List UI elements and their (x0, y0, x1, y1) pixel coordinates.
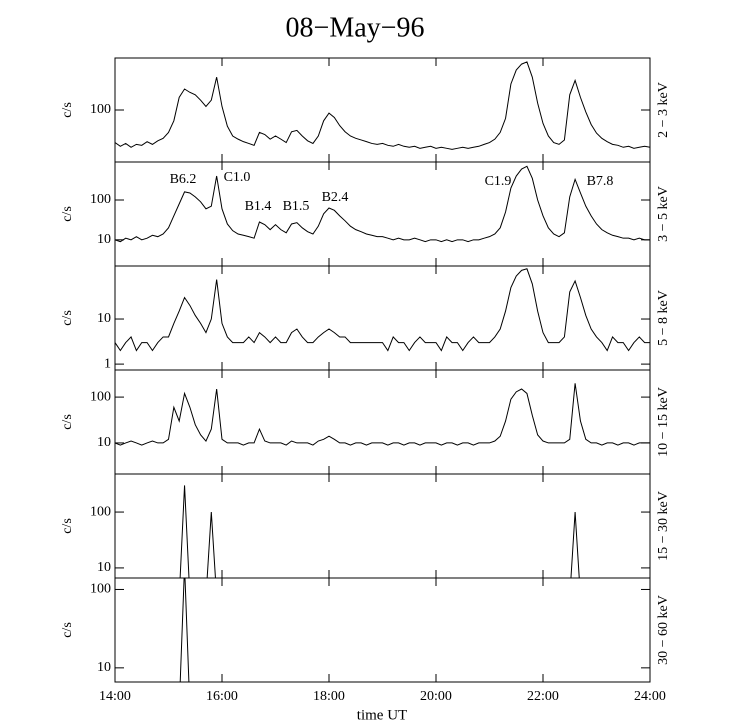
light-curve (179, 485, 580, 578)
y-axis-label: c/s (60, 518, 75, 534)
x-tick-label: 18:00 (313, 689, 345, 704)
y-tick-label: 10 (97, 311, 111, 326)
y-tick-label: 1 (104, 356, 111, 371)
channel-label: 5 − 8 keV (656, 290, 671, 346)
light-curve (179, 578, 190, 682)
y-axis-label: c/s (60, 310, 75, 326)
channel-label: 15 − 30 keV (656, 491, 671, 561)
channel-label: 2 − 3 keV (656, 82, 671, 138)
channel-label: 10 − 15 keV (656, 387, 671, 457)
flare-annotation: C1.9 (485, 174, 512, 189)
channel-label: 3 − 5 keV (656, 186, 671, 242)
y-axis-label: c/s (60, 622, 75, 638)
flare-annotation: C1.0 (224, 170, 251, 185)
panel-frame (114, 577, 651, 683)
y-tick-label: 100 (90, 192, 111, 207)
light-curve (115, 383, 650, 446)
y-axis-label: c/s (60, 102, 75, 118)
y-axis-label: c/s (60, 206, 75, 222)
panel-frame (114, 265, 651, 371)
x-tick-label: 24:00 (634, 689, 666, 704)
flare-annotation: B2.4 (322, 190, 349, 205)
y-tick-label: 10 (97, 232, 111, 247)
x-axis-label: time UT (357, 707, 407, 723)
y-tick-label: 10 (97, 560, 111, 575)
light-curve (115, 61, 650, 150)
flare-annotation: B7.8 (587, 174, 614, 189)
x-tick-label: 20:00 (420, 689, 452, 704)
y-tick-label: 10 (97, 660, 111, 675)
x-tick-label: 22:00 (527, 689, 559, 704)
y-axis-label: c/s (60, 414, 75, 430)
panel-frame (114, 369, 651, 475)
flare-annotation: B1.5 (283, 199, 310, 214)
panel-frame (114, 473, 651, 579)
y-tick-label: 100 (90, 389, 111, 404)
chart-title: 08−May−96 (286, 12, 425, 43)
light-curve (115, 268, 650, 352)
panel-frame (114, 57, 651, 163)
x-tick-label: 14:00 (99, 689, 131, 704)
channel-label: 30 − 60 keV (656, 595, 671, 665)
y-tick-label: 100 (90, 582, 111, 597)
light-curve (115, 165, 650, 243)
x-tick-label: 16:00 (206, 689, 238, 704)
flare-annotation: B6.2 (170, 172, 197, 187)
y-tick-label: 100 (90, 102, 111, 117)
y-tick-label: 10 (97, 435, 111, 450)
flare-annotation: B1.4 (245, 199, 272, 214)
y-tick-label: 100 (90, 504, 111, 519)
